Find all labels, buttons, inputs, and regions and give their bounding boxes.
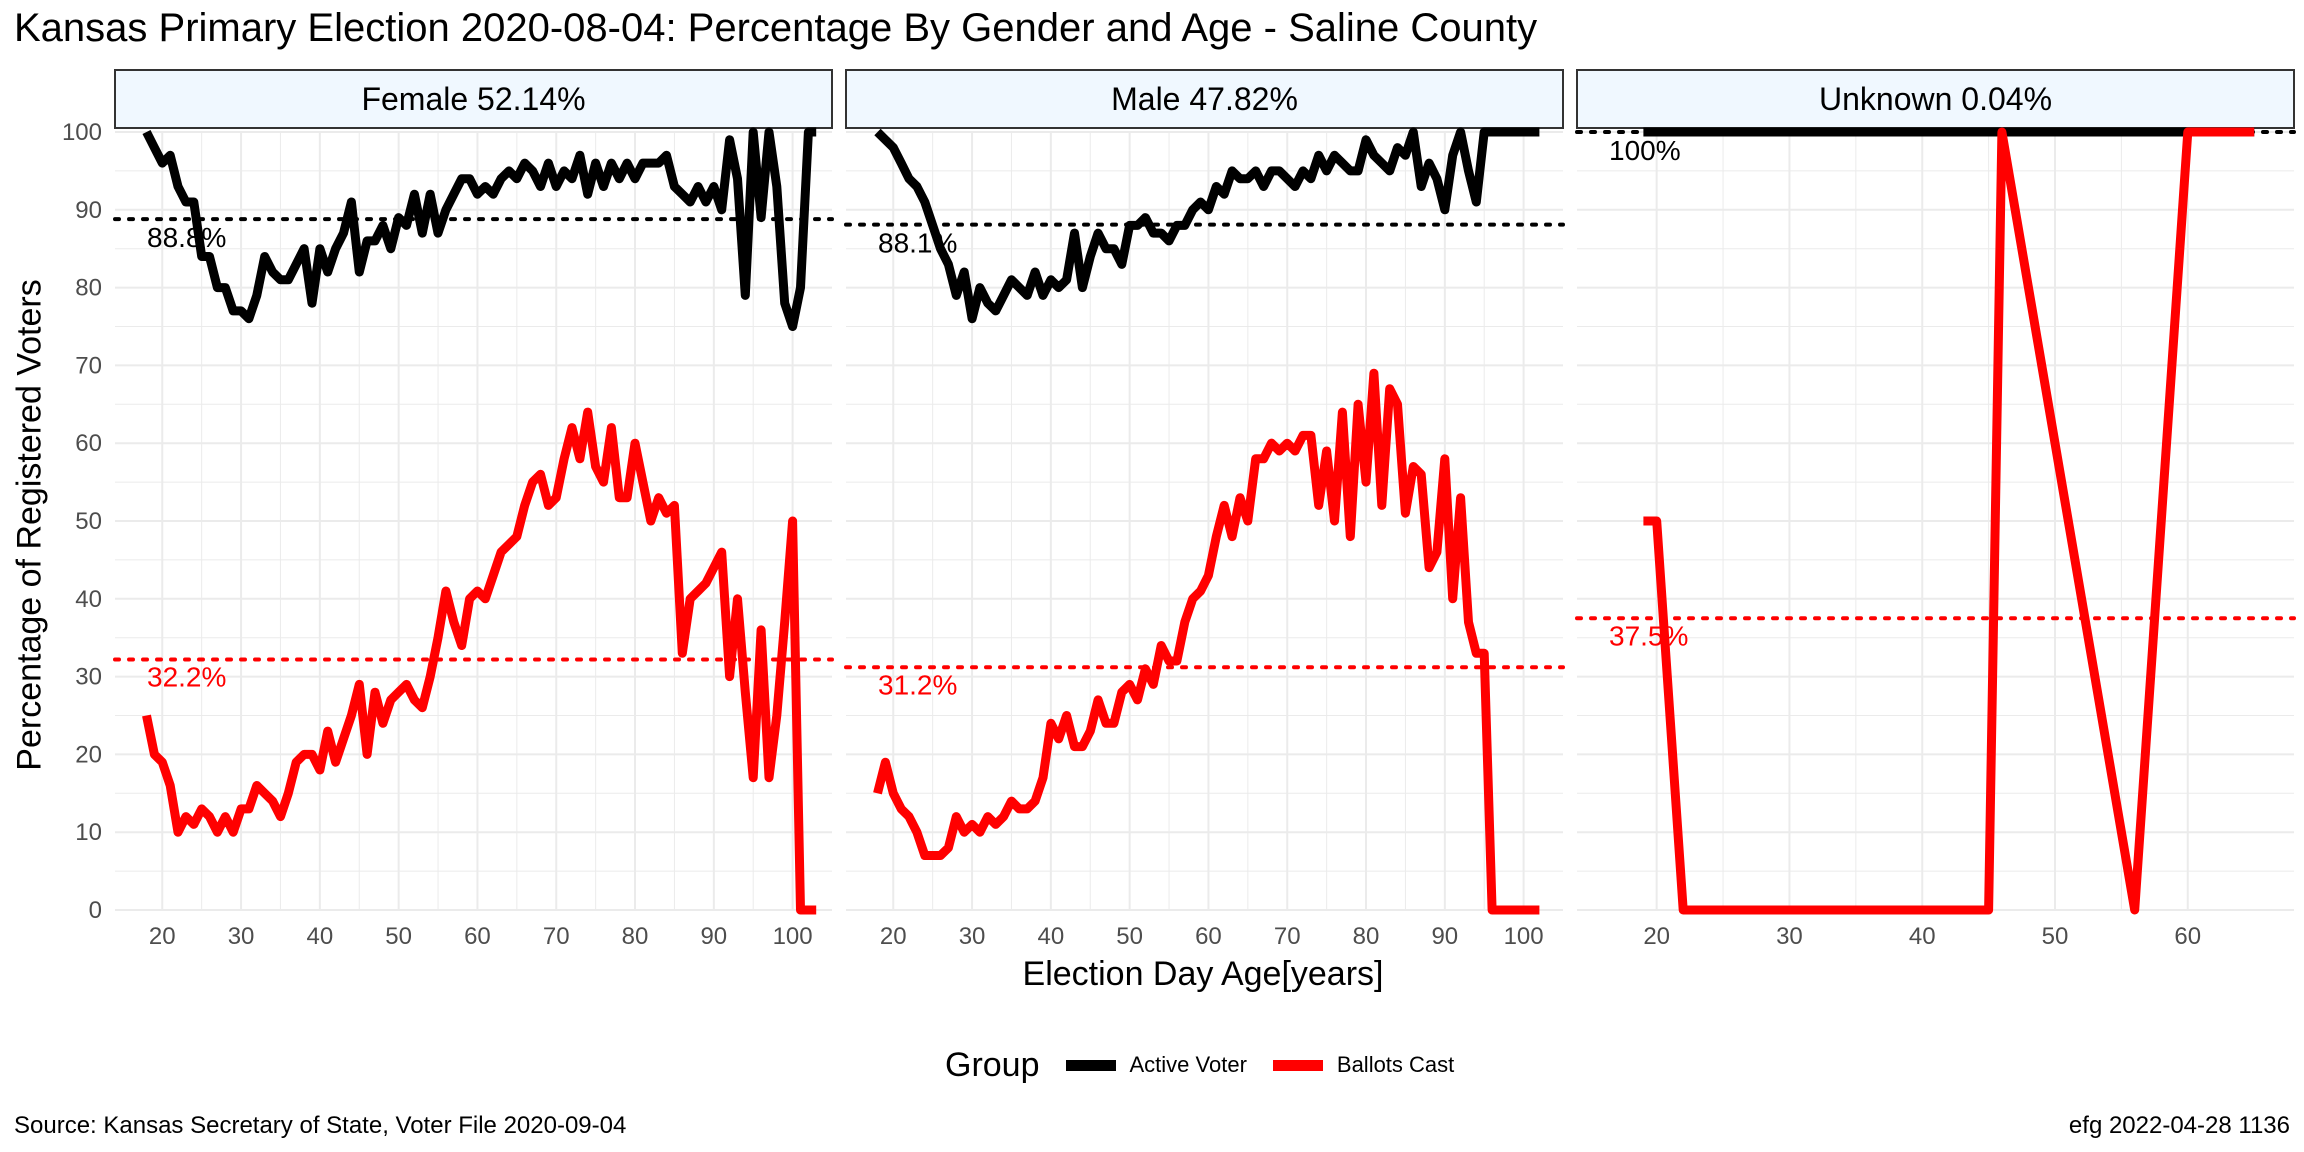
legend-item-active-voter: Active Voter xyxy=(1065,1052,1247,1078)
panel-1: 20 30 40 50 60 70 80 90 100 Female 52.14% 88.8% 32.… xyxy=(113,69,834,950)
x-tick-label: 100 xyxy=(773,923,813,950)
active-voter-line xyxy=(874,127,1540,324)
chart-title: Kansas Primary Election 2020-08-04: Perc… xyxy=(14,6,1538,50)
x-tick-label: 60 xyxy=(464,923,491,950)
x-tick-label: 40 xyxy=(1038,923,1065,950)
facet-strip-label: Female 52.14% xyxy=(361,81,585,117)
x-tick-label: 20 xyxy=(1643,923,1670,950)
y-tick-label: 20 xyxy=(75,741,102,768)
y-tick-label: 0 xyxy=(89,897,102,924)
x-tick-label: 30 xyxy=(1776,923,1803,950)
y-tick-label: 30 xyxy=(75,664,102,691)
y-tick-label: 10 xyxy=(75,819,102,846)
facet-strip-label: Male 47.82% xyxy=(1111,81,1298,117)
source-note: Source: Kansas Secretary of State, Voter… xyxy=(14,1112,627,1139)
x-tick-label: 30 xyxy=(228,923,255,950)
panel-3: 20 30 40 50 60 Unknown 0.04% 100% 37.5% xyxy=(1575,69,2296,950)
x-tick-label: 90 xyxy=(1431,923,1458,950)
y-tick-label: 80 xyxy=(75,275,102,302)
active-mean-label: 100% xyxy=(1609,135,1681,166)
y-tick-label: 60 xyxy=(75,430,102,457)
x-tick-label: 70 xyxy=(543,923,570,950)
x-tick-label: 50 xyxy=(2042,923,2069,950)
x-tick-label: 20 xyxy=(149,923,176,950)
legend-label-active-voter: Active Voter xyxy=(1129,1052,1247,1077)
active-voter-line xyxy=(142,127,817,331)
panel-2: 20 30 40 50 60 70 80 90 100 Male 47.82% 88.1% 31.2% xyxy=(844,69,1565,950)
x-tick-label: 60 xyxy=(1195,923,1222,950)
facet-strip xyxy=(845,69,1564,129)
legend-item-ballots-cast: Ballots Cast xyxy=(1272,1052,1455,1078)
legend-label-ballots-cast: Ballots Cast xyxy=(1336,1052,1455,1077)
author-stamp: efg 2022-04-28 1136 xyxy=(2068,1112,2290,1139)
legend-title: Group xyxy=(945,1045,1040,1084)
x-tick-label: 20 xyxy=(880,923,907,950)
ballots-mean-label: 37.5% xyxy=(1609,620,1688,651)
x-tick-label: 90 xyxy=(700,923,727,950)
facet-strip xyxy=(1576,69,2295,129)
y-axis-label: Percentage of Registered Voters xyxy=(10,279,49,771)
ballots-cast-line xyxy=(873,368,1540,915)
x-tick-label: 40 xyxy=(1909,923,1936,950)
x-tick-label: 50 xyxy=(385,923,412,950)
y-axis: 0 10 20 30 40 50 60 70 80 90 100 xyxy=(62,119,102,924)
x-tick-label: 70 xyxy=(1274,923,1301,950)
x-tick-label: 40 xyxy=(307,923,334,950)
y-tick-label: 100 xyxy=(62,119,102,146)
active-mean-label: 88.1% xyxy=(878,228,957,259)
y-tick-label: 50 xyxy=(75,508,102,535)
legend-key-active-voter xyxy=(1065,1059,1116,1071)
x-tick-label: 60 xyxy=(2174,923,2201,950)
x-tick-label: 30 xyxy=(959,923,986,950)
x-tick-label: 100 xyxy=(1504,923,1544,950)
legend: Group Active Voter Ballots Cast xyxy=(945,1040,1480,1090)
x-tick-label: 80 xyxy=(1353,923,1380,950)
ballots-mean-label: 31.2% xyxy=(878,669,957,700)
y-tick-label: 40 xyxy=(75,586,102,613)
ballots-cast-line xyxy=(1643,127,2255,915)
active-mean-label: 88.8% xyxy=(147,222,226,253)
y-tick-label: 90 xyxy=(75,197,102,224)
y-tick-label: 70 xyxy=(75,352,102,379)
facet-strip-label: Unknown 0.04% xyxy=(1819,81,2052,117)
x-tick-label: 50 xyxy=(1116,923,1143,950)
x-tick-label: 80 xyxy=(622,923,649,950)
x-axis-label: Election Day Age[years] xyxy=(1022,955,1384,993)
ballots-mean-label: 32.2% xyxy=(147,661,226,692)
facet-strip xyxy=(114,69,833,129)
legend-key-ballots-cast xyxy=(1272,1059,1323,1071)
ballots-cast-line xyxy=(142,407,817,915)
